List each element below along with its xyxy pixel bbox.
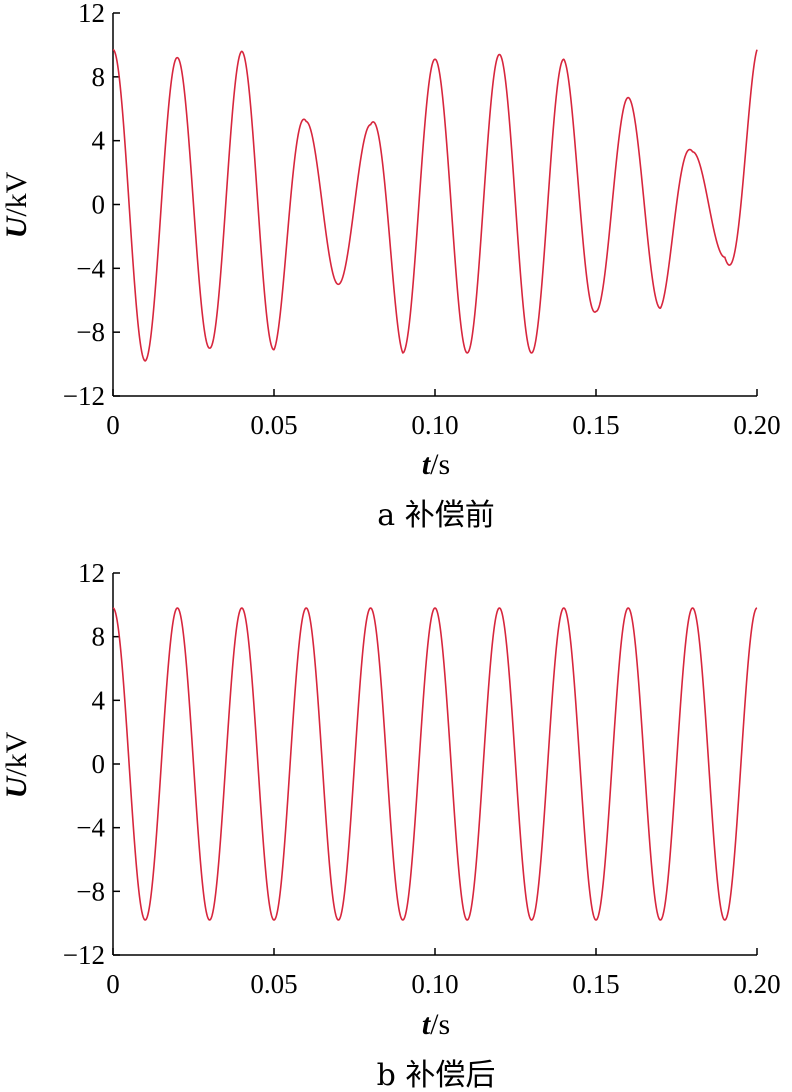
y-tick-label: 4 (92, 126, 106, 156)
y-tick-label: −8 (76, 317, 105, 347)
y-tick-label: 8 (92, 62, 106, 92)
chart-a-caption: a 补偿前 (377, 498, 494, 533)
chart-a-plot: −12 −8 −4 0 4 8 12 0 0.05 0.10 0.15 0.20 (63, 0, 781, 440)
x-tick-label: 0 (106, 969, 120, 999)
y-tick-label: −12 (63, 381, 105, 411)
x-tick-label: 0.20 (733, 969, 780, 999)
chart-a: U/kV t/s a 补偿前 (0, 171, 495, 533)
chart-b-caption: b 补偿后 (377, 1058, 496, 1092)
y-tick-label: −8 (76, 876, 105, 906)
y-tick-label: 0 (92, 749, 106, 779)
chart-a-ylabel: U/kV (0, 171, 33, 238)
x-tick-label: 0.05 (250, 969, 297, 999)
x-tick-label: 0.15 (572, 969, 619, 999)
chart-b-plot: −12 −8 −4 0 4 8 12 0 0.05 0.10 0.15 0.20 (63, 558, 781, 999)
y-tick-label: 8 (92, 622, 106, 652)
voltage-series-line (112, 48, 758, 362)
voltage-series-line (112, 607, 758, 921)
y-tick-label: −12 (63, 940, 105, 970)
x-tick-label: 0.10 (411, 410, 458, 440)
y-tick-label: 4 (92, 685, 106, 715)
y-tick-label: 12 (78, 0, 105, 28)
chart-b-ylabel: U/kV (0, 731, 33, 798)
x-tick-label: 0.20 (733, 410, 780, 440)
y-tick-label: 0 (92, 190, 106, 220)
x-tick-label: 0 (106, 410, 120, 440)
x-tick-label: 0.15 (572, 410, 619, 440)
y-tick-label: −4 (76, 253, 105, 283)
chart-a-xlabel: t/s (422, 448, 450, 481)
y-tick-label: 12 (78, 558, 105, 588)
chart-b: U/kV t/s b 补偿后 (0, 731, 495, 1092)
chart-b-xlabel: t/s (422, 1008, 450, 1041)
x-tick-label: 0.10 (411, 969, 458, 999)
y-tick-label: −4 (76, 813, 105, 843)
x-tick-label: 0.05 (250, 410, 297, 440)
